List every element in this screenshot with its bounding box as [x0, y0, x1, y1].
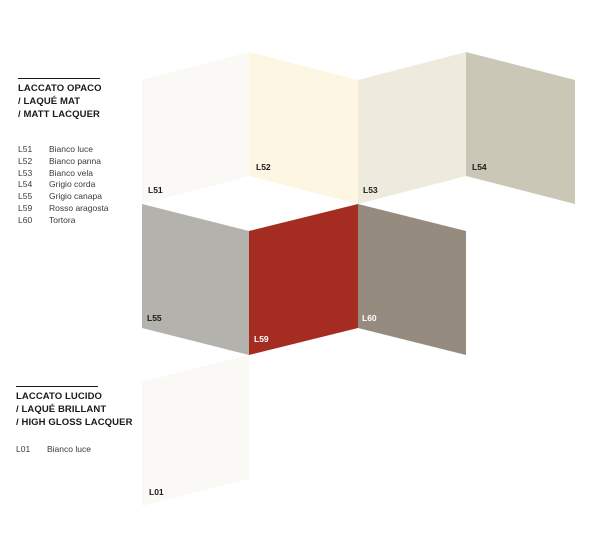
swatch-l52-panel	[249, 52, 358, 204]
swatch-l51: L51	[142, 52, 249, 204]
color-name: Bianco panna	[49, 155, 101, 166]
list-item: L60 Tortora	[18, 215, 109, 227]
swatch-l54: L54	[466, 52, 575, 204]
swatch-l59: L59	[249, 204, 358, 355]
swatch-l51-code: L51	[148, 185, 163, 195]
color-code: L54	[18, 179, 33, 190]
swatch-l55: L55	[142, 204, 249, 355]
swatch-l53: L53	[358, 52, 466, 204]
matt-heading-line-1: LACCATO OPACO	[18, 83, 102, 94]
matt-heading-rule	[18, 78, 100, 79]
gloss-lacquer-heading: LACCATO LUCIDO / LAQUÉ BRILLANT / HIGH G…	[16, 386, 133, 429]
matt-lacquer-heading: LACCATO OPACO / LAQUÉ MAT / MATT LACQUER	[18, 78, 102, 121]
list-item: L59 Rosso aragosta	[18, 203, 109, 215]
swatch-l54-panel	[466, 52, 575, 204]
color-code: L01	[16, 444, 31, 454]
matt-heading-line-2: / LAQUÉ MAT	[18, 96, 81, 107]
color-name: Tortora	[49, 214, 76, 225]
gloss-heading-line-2: / LAQUÉ BRILLANT	[16, 404, 107, 415]
list-item: L01 Bianco luce	[16, 444, 91, 456]
color-name: Rosso aragosta	[49, 202, 109, 213]
swatch-l01: L01	[142, 355, 249, 506]
color-name: Grigio canapa	[49, 191, 102, 202]
matt-color-list: L51 Bianco luce L52 Bianco panna L53 Bianco…	[18, 144, 109, 227]
gloss-heading-line-3: / HIGH GLOSS LACQUER	[16, 417, 133, 428]
swatch-l01-panel	[142, 355, 249, 506]
swatch-l54-code: L54	[472, 162, 487, 172]
swatch-l55-code: L55	[147, 313, 162, 323]
swatch-l60-code: L60	[362, 313, 377, 323]
swatch-l53-panel	[358, 52, 466, 204]
swatch-l53-code: L53	[363, 185, 378, 195]
swatch-l51-panel	[142, 52, 249, 204]
gloss-heading-line-1: LACCATO LUCIDO	[16, 391, 103, 402]
color-name: Grigio corda	[49, 179, 96, 190]
color-code: L51	[18, 144, 33, 154]
swatch-l59-code: L59	[254, 334, 269, 344]
list-item: L55 Grigio canapa	[18, 191, 109, 203]
color-name: Bianco vela	[49, 167, 93, 178]
matt-heading-line-3: / MATT LACQUER	[18, 109, 100, 120]
gloss-heading-rule	[16, 386, 98, 387]
swatch-l60-panel	[358, 204, 466, 355]
color-code: L60	[18, 214, 33, 225]
list-item: L52 Bianco panna	[18, 156, 109, 168]
color-code: L52	[18, 155, 33, 166]
swatch-l60: L60	[358, 204, 466, 355]
color-name: Bianco luce	[47, 444, 91, 454]
list-item: L53 Bianco vela	[18, 168, 109, 180]
swatch-l01-code: L01	[149, 487, 164, 497]
swatch-l59-panel	[249, 204, 358, 355]
gloss-color-list: L01 Bianco luce	[16, 444, 91, 456]
list-item: L51 Bianco luce	[18, 144, 109, 156]
swatch-l52-code: L52	[256, 162, 271, 172]
color-name: Bianco luce	[49, 144, 93, 154]
color-code: L53	[18, 167, 33, 178]
color-code: L59	[18, 202, 33, 213]
swatch-l55-panel	[142, 204, 249, 355]
swatch-l52: L52	[249, 52, 358, 204]
list-item: L54 Grigio corda	[18, 179, 109, 191]
color-code: L55	[18, 191, 33, 202]
